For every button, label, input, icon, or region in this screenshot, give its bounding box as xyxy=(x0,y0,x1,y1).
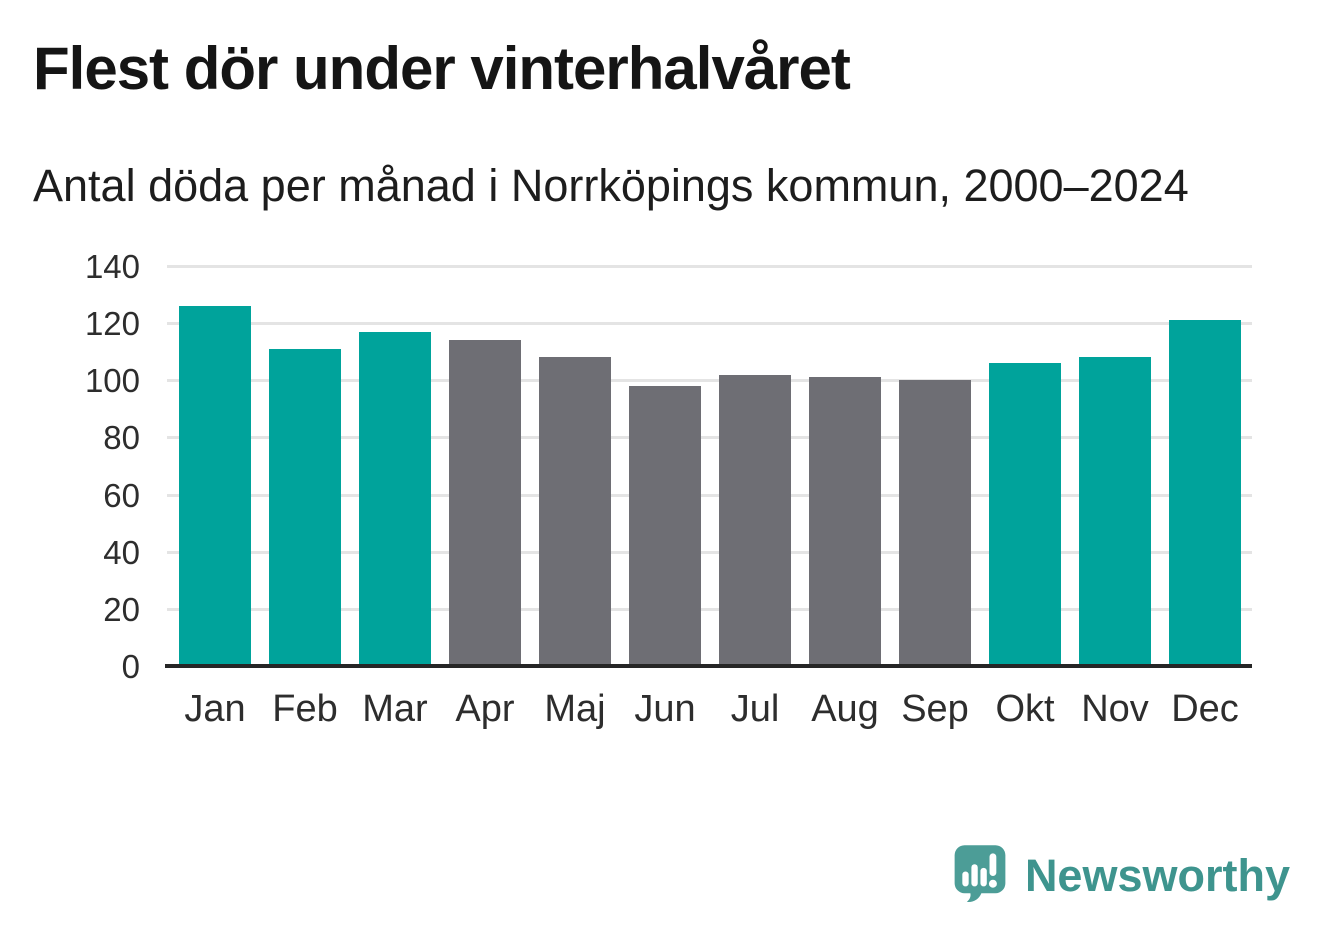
y-tick-label-20: 20 xyxy=(103,590,140,628)
bar-aug xyxy=(809,377,881,666)
x-tick-label-nov: Nov xyxy=(1081,688,1149,730)
newsworthy-speech-bubble-chart-icon xyxy=(951,843,1009,909)
bar-dec xyxy=(1169,320,1241,666)
y-tick-label-80: 80 xyxy=(103,419,140,457)
gridline-80 xyxy=(167,436,1252,440)
x-tick-label-jan: Jan xyxy=(184,688,246,730)
chart-subtitle: Antal döda per månad i Norrköpings kommu… xyxy=(33,160,1189,211)
y-tick-label-100: 100 xyxy=(84,362,140,400)
gridline-120 xyxy=(167,322,1252,326)
x-tick-label-jul: Jul xyxy=(730,688,780,730)
y-tick-label-60: 60 xyxy=(103,476,140,514)
bar-mar xyxy=(359,331,431,666)
gridline-20 xyxy=(167,607,1252,611)
x-tick-label-sep: Sep xyxy=(901,688,969,730)
x-tick-label-okt: Okt xyxy=(995,688,1055,730)
bar-apr xyxy=(449,340,521,666)
brand-name: Newsworthy xyxy=(1024,850,1290,901)
x-tick-label-maj: Maj xyxy=(544,688,606,730)
bar-sep xyxy=(899,380,971,666)
brand-lockup: Newsworthy xyxy=(951,843,1290,909)
bar-feb xyxy=(269,348,341,666)
y-tick-label-0: 0 xyxy=(121,648,140,685)
bar-okt xyxy=(989,363,1061,666)
gridline-100 xyxy=(167,379,1252,383)
x-axis-line xyxy=(165,664,1252,668)
bar-maj xyxy=(539,357,611,666)
x-tick-label-mar: Mar xyxy=(362,688,428,730)
x-tick-label-jun: Jun xyxy=(634,688,696,730)
y-tick-label-120: 120 xyxy=(84,305,140,343)
gridline-140 xyxy=(167,265,1252,268)
gridline-40 xyxy=(167,550,1252,554)
chart-title: Flest dör under vinterhalvåret xyxy=(33,35,851,102)
bar-jan xyxy=(179,306,251,666)
x-tick-label-aug: Aug xyxy=(811,688,879,730)
bar-nov xyxy=(1079,357,1151,666)
y-tick-label-40: 40 xyxy=(103,533,140,571)
y-tick-label-140: 140 xyxy=(84,248,140,285)
gridline-60 xyxy=(167,493,1252,497)
bar-jun xyxy=(629,386,701,666)
x-tick-label-apr: Apr xyxy=(455,688,515,730)
x-tick-label-dec: Dec xyxy=(1171,688,1239,730)
x-tick-label-feb: Feb xyxy=(272,688,338,730)
bar-jul xyxy=(719,374,791,666)
